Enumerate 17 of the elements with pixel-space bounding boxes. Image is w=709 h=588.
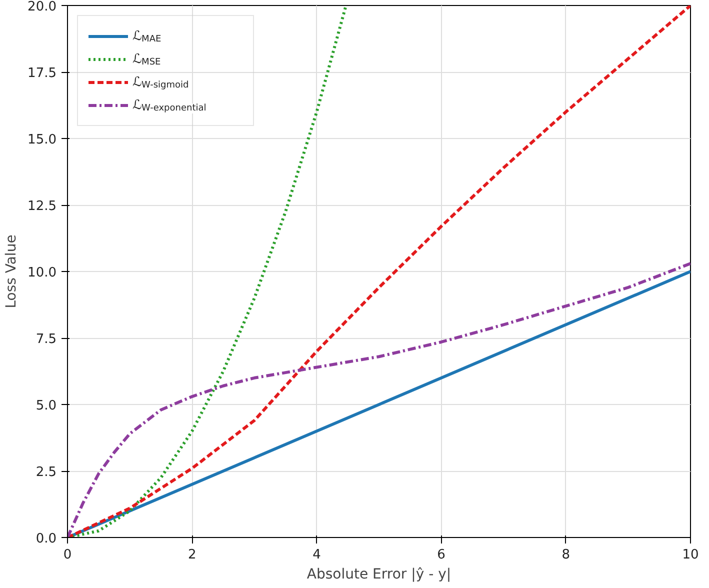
y-tick-label: 17.5 [28,66,57,81]
x-tick-label: 10 [682,548,699,562]
y-axis-title: Loss Value [4,234,20,308]
x-tick-label: 6 [437,548,446,562]
x-tick-label: 8 [562,548,570,562]
x-tick-label: 2 [188,548,196,562]
y-tick-label: 10.0 [28,266,57,280]
y-tick-label: 5.0 [36,398,57,414]
y-tick-label: 20.0 [28,0,57,14]
y-tick-label: 7.5 [36,332,57,347]
y-tick-label: 2.5 [36,465,57,480]
y-tick-label: 0.0 [36,532,57,546]
y-tick-label: 12.5 [28,199,57,214]
y-tick-label: 15.0 [28,132,57,148]
x-tick-label: 4 [312,548,321,562]
x-axis-title: Absolute Error |ŷ - y| [306,566,452,582]
x-tick-label: 0 [63,548,72,562]
